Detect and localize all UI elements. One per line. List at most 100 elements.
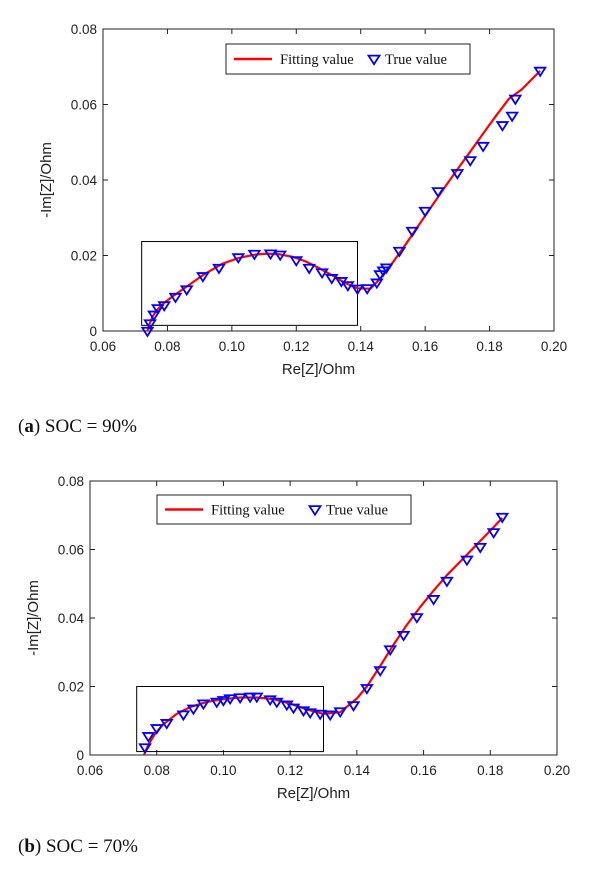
legend-true-label: True value — [385, 52, 447, 68]
chart-panel-b: 0.06 0.08 0.10 0.12 0.14 0.16 0.18 0.20 0 0.02 0.0… — [25, 474, 570, 802]
true-value-point — [379, 263, 394, 275]
x-tick-label: 0.12 — [277, 763, 303, 778]
y-tick-label: 0.06 — [71, 98, 97, 113]
zoom-region-box — [136, 686, 324, 753]
legend-true-marker — [307, 505, 323, 517]
true-value-point — [140, 326, 155, 338]
true-value-point — [302, 263, 317, 275]
y-tick-label: 0 — [76, 748, 84, 763]
true-value-point — [138, 743, 152, 755]
true-value-point — [216, 696, 231, 707]
x-tick-label: 0.16 — [410, 763, 436, 778]
true-value-point — [495, 121, 510, 132]
true-value-point — [231, 253, 246, 265]
true-value-point — [149, 724, 164, 735]
x-tick-label: 0.06 — [77, 763, 103, 778]
legend-fit-label: Fitting value — [211, 503, 285, 519]
y-tick-label: 0.04 — [58, 611, 85, 626]
true-value-point — [410, 613, 424, 624]
true-value-point — [369, 278, 384, 290]
x-axis-label: Re[Z]/Ohm — [277, 785, 350, 802]
true-value-point — [273, 250, 288, 262]
true-value-point — [450, 169, 465, 180]
true-value-point — [373, 666, 388, 678]
true-value-point — [286, 703, 301, 715]
x-tick-label: 0.12 — [283, 339, 309, 354]
legend-true-marker — [366, 54, 382, 66]
x-tick-label: 0.18 — [477, 763, 503, 778]
x-tick-label: 0.20 — [541, 339, 567, 354]
x-tick-label: 0.14 — [344, 763, 371, 778]
series-fitting-value-line — [146, 70, 541, 332]
y-tick-label: 0.08 — [58, 474, 84, 489]
y-tick-label: 0.06 — [58, 543, 84, 558]
true-value-point — [223, 694, 237, 706]
true-value-point — [346, 701, 361, 712]
true-value-point — [313, 709, 328, 721]
true-value-point — [463, 156, 478, 167]
zoom-region-box — [141, 241, 358, 326]
y-axis-label: -Im[Z]/Ohm — [25, 580, 42, 656]
chart-panel-a: 0.06 0.08 0.10 0.12 0.14 0.16 0.18 0.20 0 0.02 0.0… — [38, 22, 567, 378]
true-value-point — [186, 704, 201, 716]
true-value-point — [508, 94, 523, 106]
true-value-point — [212, 263, 226, 275]
true-value-point — [143, 319, 157, 331]
true-value-point — [141, 732, 156, 743]
true-value-point — [350, 284, 365, 296]
true-value-point — [289, 256, 304, 268]
true-value-point — [426, 595, 441, 606]
true-value-point — [323, 710, 338, 722]
true-value-point — [473, 542, 488, 554]
true-value-point — [333, 707, 348, 719]
true-value-point — [505, 111, 519, 123]
true-value-point — [418, 206, 432, 218]
x-tick-label: 0.14 — [348, 339, 375, 354]
true-value-point — [157, 301, 172, 312]
caption-letter: b — [24, 836, 35, 857]
caption-panel-b: (b) SOC = 70% — [18, 836, 138, 857]
true-value-point — [405, 226, 420, 238]
true-value-point — [383, 645, 398, 657]
true-value-point — [533, 66, 547, 78]
x-tick-label: 0.06 — [90, 339, 116, 354]
true-value-point — [315, 268, 329, 280]
true-value-point — [263, 249, 278, 261]
true-value-point — [249, 692, 264, 704]
y-tick-label: 0.02 — [71, 249, 97, 264]
legend-true-label: True value — [326, 503, 388, 519]
true-value-point — [486, 528, 501, 539]
true-value-point — [196, 699, 211, 711]
y-tick-label: 0.02 — [58, 680, 84, 695]
legend-fit-label: Fitting value — [280, 52, 354, 68]
true-value-point — [324, 274, 339, 285]
true-value-point — [179, 285, 194, 297]
y-tick-label: 0.08 — [71, 22, 97, 37]
caption-panel-a: (a) SOC = 90% — [18, 416, 137, 437]
true-value-point — [392, 246, 407, 258]
x-tick-label: 0.10 — [219, 339, 245, 354]
x-tick-label: 0.16 — [412, 339, 438, 354]
x-tick-label: 0.08 — [144, 763, 170, 778]
true-value-point — [495, 512, 510, 524]
true-value-point — [360, 284, 374, 295]
true-value-point — [431, 187, 445, 198]
true-value-point — [476, 141, 490, 153]
true-value-point — [176, 710, 191, 722]
y-tick-label: 0.04 — [71, 173, 98, 188]
x-tick-label: 0.08 — [154, 339, 180, 354]
true-value-point — [150, 304, 165, 315]
true-value-point — [233, 693, 247, 705]
true-value-point — [396, 631, 411, 642]
x-tick-label: 0.18 — [476, 339, 502, 354]
true-value-point — [303, 708, 317, 720]
true-value-point — [243, 692, 257, 704]
true-value-point — [440, 576, 454, 588]
true-value-point — [196, 272, 210, 283]
x-axis-label: Re[Z]/Ohm — [282, 361, 355, 378]
x-tick-label: 0.20 — [544, 763, 570, 778]
y-tick-label: 0 — [89, 324, 97, 339]
caption-text: SOC = 90% — [44, 416, 137, 437]
true-value-point — [247, 249, 262, 261]
caption-text: SOC = 70% — [45, 836, 138, 857]
